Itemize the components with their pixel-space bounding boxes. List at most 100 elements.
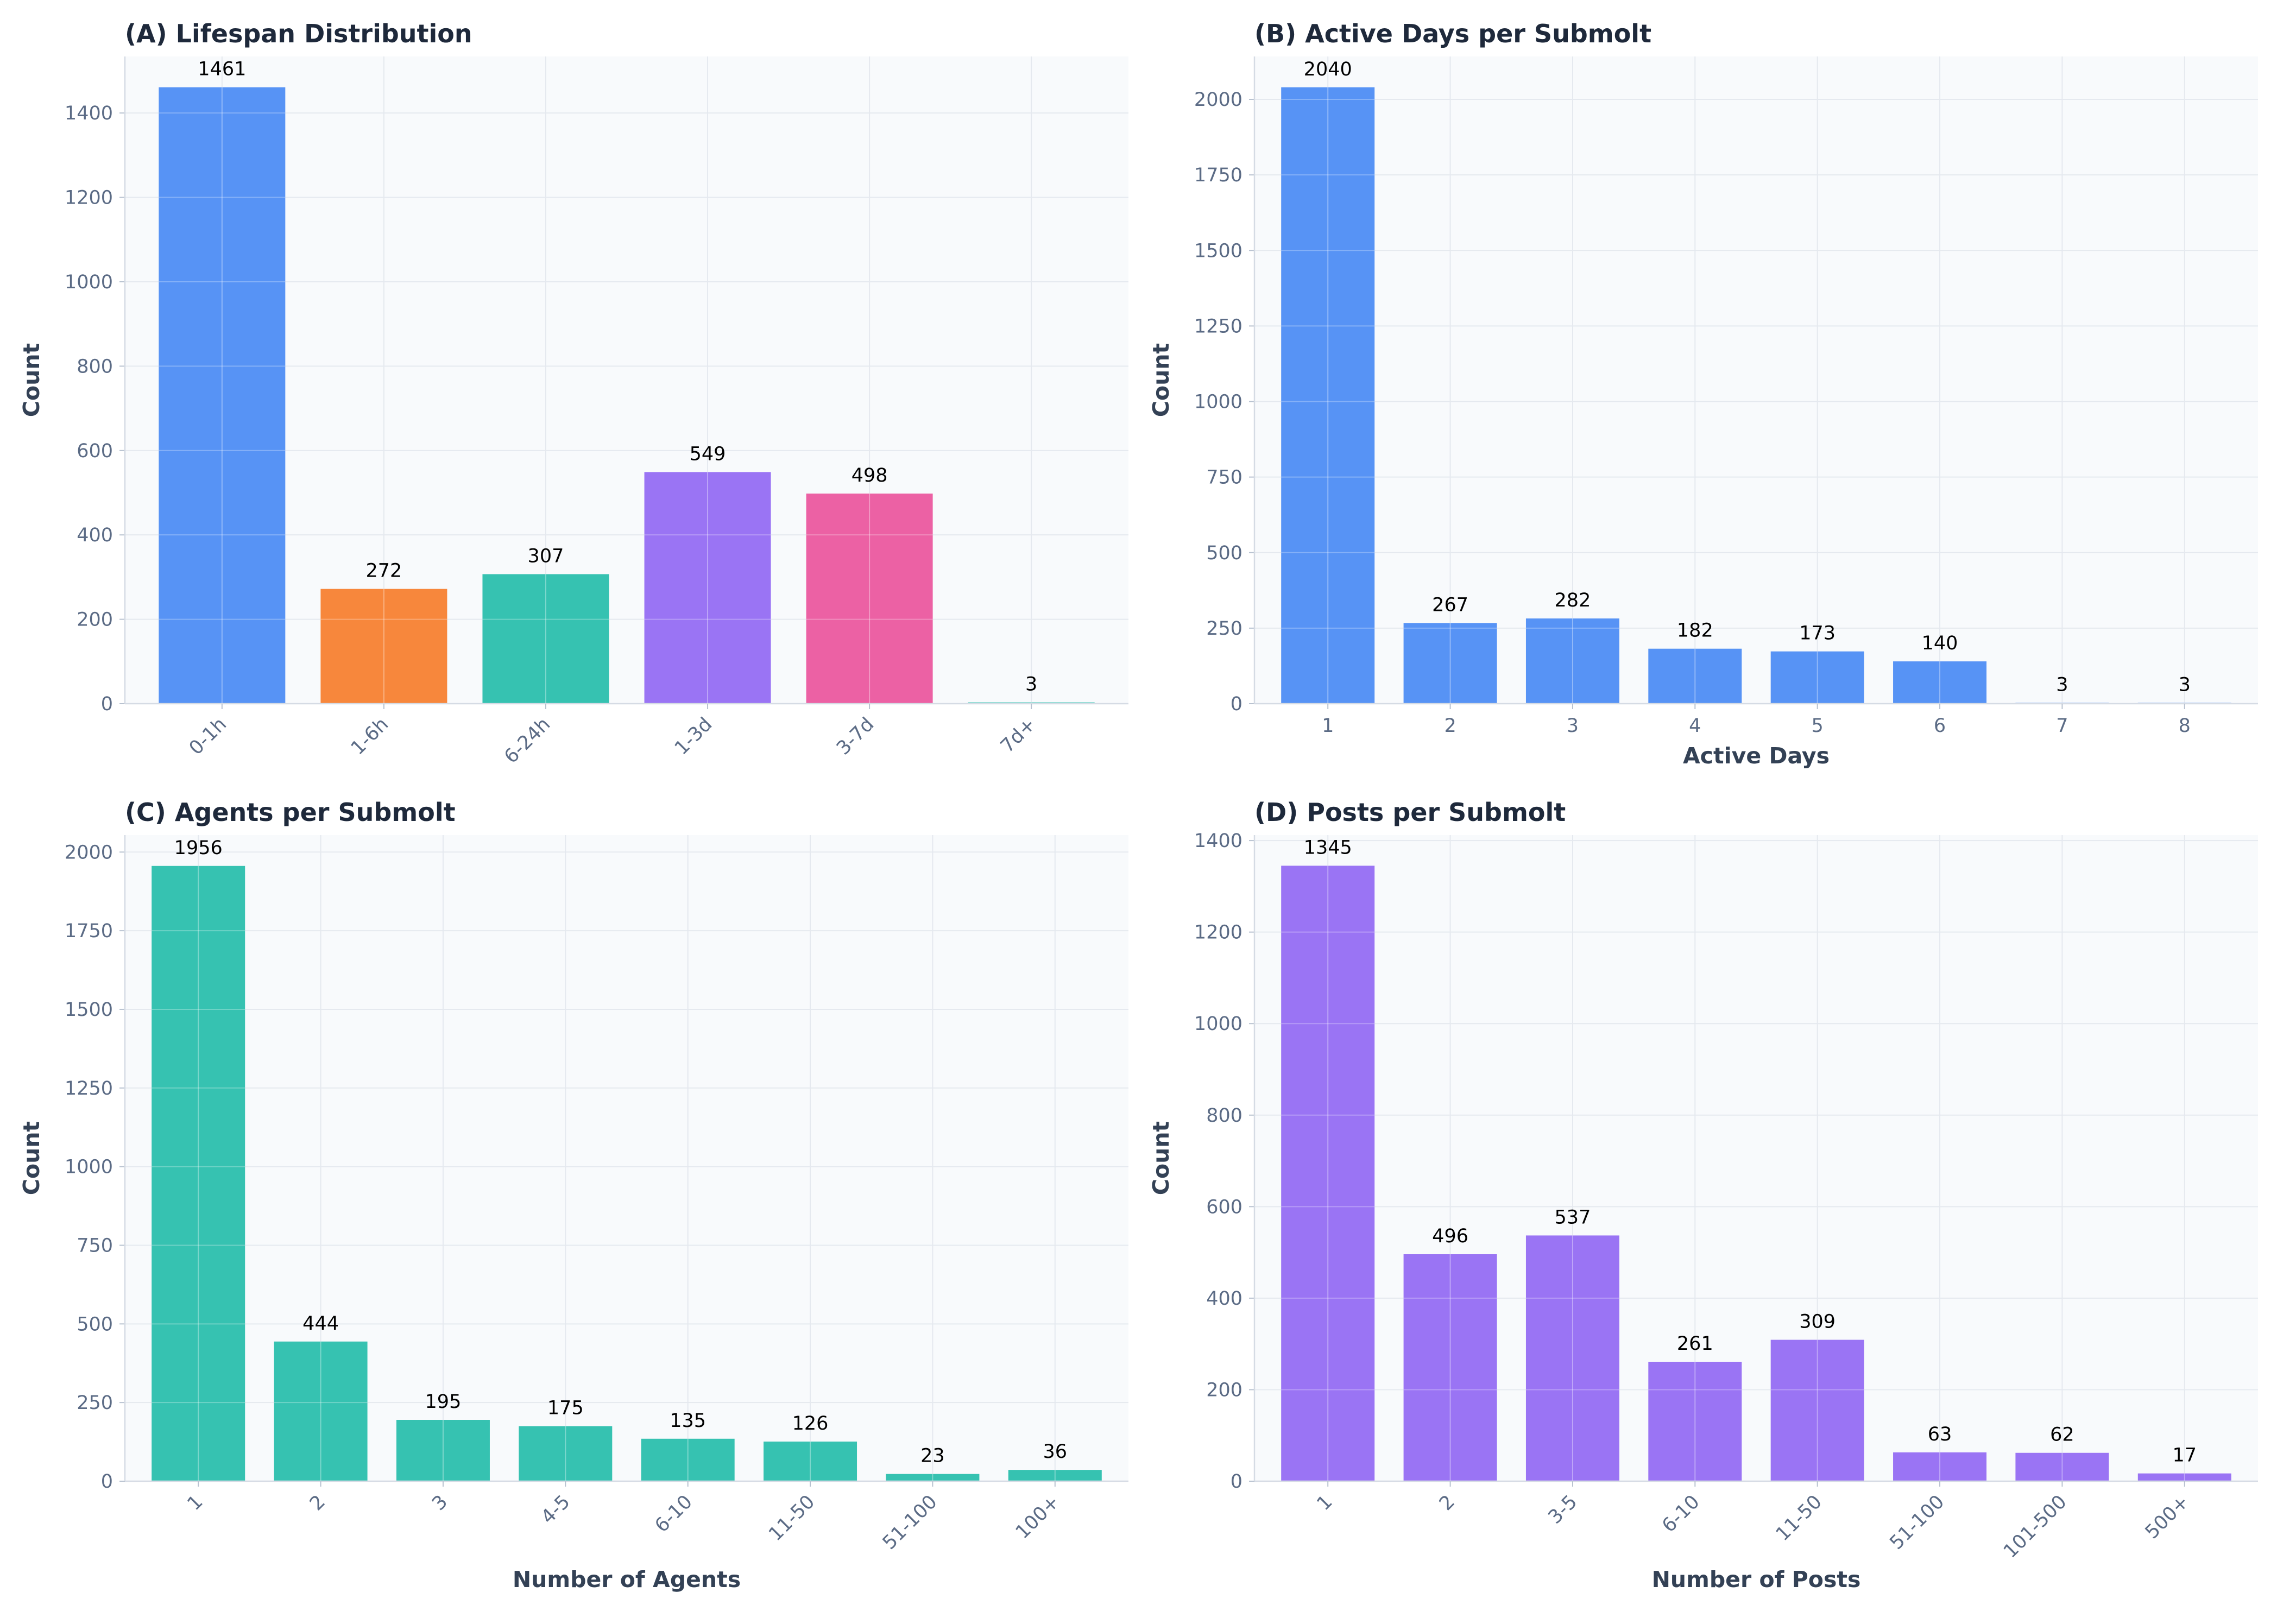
bar-1 bbox=[1281, 865, 1375, 1481]
x-tick-label: 500+ bbox=[2141, 1491, 2193, 1543]
x-tick-label: 6-10 bbox=[1658, 1491, 1704, 1537]
y-tick-label: 1500 bbox=[1194, 240, 1242, 262]
y-tick-label: 1750 bbox=[1194, 165, 1242, 186]
bar-value-label: 267 bbox=[1432, 594, 1468, 616]
bar-3 bbox=[396, 1420, 490, 1481]
bar-51-100 bbox=[1893, 1452, 1987, 1481]
bar-2 bbox=[1403, 623, 1497, 704]
x-tick-label: 4 bbox=[1689, 715, 1701, 737]
y-tick-label: 500 bbox=[1206, 542, 1242, 564]
x-tick-label: 11-50 bbox=[765, 1491, 819, 1545]
bar-1 bbox=[1281, 87, 1375, 704]
y-tick-label: 200 bbox=[77, 609, 113, 631]
x-tick-label: 3-5 bbox=[1544, 1491, 1582, 1528]
bar-value-label: 3 bbox=[2056, 674, 2068, 696]
bar-value-label: 63 bbox=[1928, 1424, 1952, 1445]
y-tick-label: 800 bbox=[1206, 1105, 1242, 1127]
bar-value-label: 36 bbox=[1043, 1441, 1068, 1463]
y-tick-label: 0 bbox=[1231, 1471, 1242, 1493]
y-tick-label: 600 bbox=[1206, 1196, 1242, 1218]
x-tick-label: 8 bbox=[2179, 715, 2191, 737]
bar-4 bbox=[1648, 648, 1742, 704]
bar-6-10 bbox=[1648, 1362, 1742, 1481]
y-tick-label: 1250 bbox=[1194, 315, 1242, 337]
y-tick-label: 800 bbox=[77, 356, 113, 377]
bar-value-label: 549 bbox=[690, 443, 726, 465]
bar-6-24h bbox=[482, 574, 609, 704]
bar-value-label: 2040 bbox=[1304, 59, 1352, 80]
x-tick-label: 1 bbox=[1322, 715, 1334, 737]
bar-4-5 bbox=[519, 1426, 613, 1481]
bar-value-label: 173 bbox=[1799, 623, 1836, 644]
y-tick-label: 1200 bbox=[65, 187, 113, 209]
y-tick-label: 1400 bbox=[1194, 830, 1242, 852]
y-tick-label: 1750 bbox=[65, 920, 113, 942]
bar-5 bbox=[1770, 651, 1864, 704]
y-axis-label: Count bbox=[18, 1121, 45, 1195]
y-tick-label: 2000 bbox=[65, 842, 113, 863]
bar-2 bbox=[274, 1341, 368, 1481]
y-tick-label: 1000 bbox=[1194, 1013, 1242, 1035]
bar-1 bbox=[152, 865, 245, 1481]
y-tick-label: 600 bbox=[77, 440, 113, 462]
x-tick-label: 0-1h bbox=[185, 713, 231, 759]
bar-value-label: 195 bbox=[425, 1391, 462, 1413]
bar-1-3d bbox=[644, 472, 771, 704]
x-tick-label: 2 bbox=[306, 1491, 330, 1515]
chart-title: (C) Agents per Submolt bbox=[125, 798, 456, 827]
bar-value-label: 444 bbox=[302, 1313, 339, 1335]
bar-value-label: 135 bbox=[670, 1410, 706, 1432]
y-axis-label: Count bbox=[1148, 1121, 1174, 1195]
x-tick-label: 1 bbox=[1313, 1491, 1337, 1515]
bar-value-label: 1345 bbox=[1304, 837, 1352, 858]
bar-value-label: 17 bbox=[2173, 1445, 2197, 1467]
y-tick-label: 0 bbox=[101, 693, 113, 715]
x-tick-label: 7d+ bbox=[996, 713, 1040, 757]
x-tick-label: 1 bbox=[184, 1491, 207, 1515]
x-tick-label: 100+ bbox=[1012, 1491, 1064, 1543]
y-tick-label: 750 bbox=[77, 1235, 113, 1256]
x-tick-label: 6 bbox=[1934, 715, 1946, 737]
bar-3-7d bbox=[806, 494, 933, 704]
chart-title: (A) Lifespan Distribution bbox=[125, 19, 472, 48]
x-tick-label: 101-500 bbox=[2000, 1491, 2071, 1563]
y-tick-label: 1400 bbox=[65, 103, 113, 124]
panel-c-agents: 0 250 500 750 1000 1250 1500 1750 2000 1956 444 195… bbox=[18, 798, 1128, 1593]
bar-value-label: 182 bbox=[1677, 620, 1713, 642]
x-axis-label: Active Days bbox=[1683, 743, 1830, 769]
y-axis-label: Count bbox=[18, 343, 45, 417]
bar-6-10 bbox=[641, 1438, 735, 1481]
bar-value-label: 1956 bbox=[174, 837, 223, 859]
y-tick-label: 200 bbox=[1206, 1379, 1242, 1401]
x-tick-label: 1-6h bbox=[347, 713, 393, 759]
bar-value-label: 282 bbox=[1555, 590, 1591, 611]
y-tick-label: 1000 bbox=[65, 271, 113, 293]
y-axis-label: Count bbox=[1148, 343, 1174, 417]
bar-value-label: 3 bbox=[2179, 674, 2191, 696]
x-tick-label: 2 bbox=[1444, 715, 1456, 737]
y-tick-label: 400 bbox=[1206, 1288, 1242, 1310]
x-axis-label: Number of Posts bbox=[1652, 1566, 1861, 1593]
x-tick-label: 51-100 bbox=[1885, 1491, 1948, 1554]
y-tick-label: 400 bbox=[77, 525, 113, 546]
bar-value-label: 261 bbox=[1677, 1333, 1713, 1355]
x-tick-label: 6-10 bbox=[651, 1491, 697, 1537]
x-tick-label: 1-3d bbox=[671, 713, 716, 759]
y-tick-label: 1500 bbox=[65, 999, 113, 1021]
x-axis-label: Number of Agents bbox=[513, 1566, 741, 1593]
chart-title: (D) Posts per Submolt bbox=[1254, 798, 1566, 827]
panel-d-posts: 0 200 400 600 800 1000 1200 1400 1345 496 537 261 30… bbox=[1148, 798, 2258, 1593]
x-tick-label: 3 bbox=[1567, 715, 1579, 737]
bar-value-label: 307 bbox=[528, 545, 564, 567]
bar-3 bbox=[1525, 618, 1619, 704]
y-tick-label: 500 bbox=[77, 1313, 113, 1335]
y-tick-label: 1000 bbox=[65, 1157, 113, 1178]
bar-500 bbox=[2137, 1473, 2231, 1481]
bar-value-label: 272 bbox=[365, 560, 402, 582]
y-tick-label: 1000 bbox=[1194, 391, 1242, 413]
x-tick-label: 51-100 bbox=[879, 1491, 942, 1554]
bar-value-label: 498 bbox=[851, 465, 888, 486]
plot-area bbox=[1254, 56, 2258, 704]
y-tick-label: 1200 bbox=[1194, 922, 1242, 944]
